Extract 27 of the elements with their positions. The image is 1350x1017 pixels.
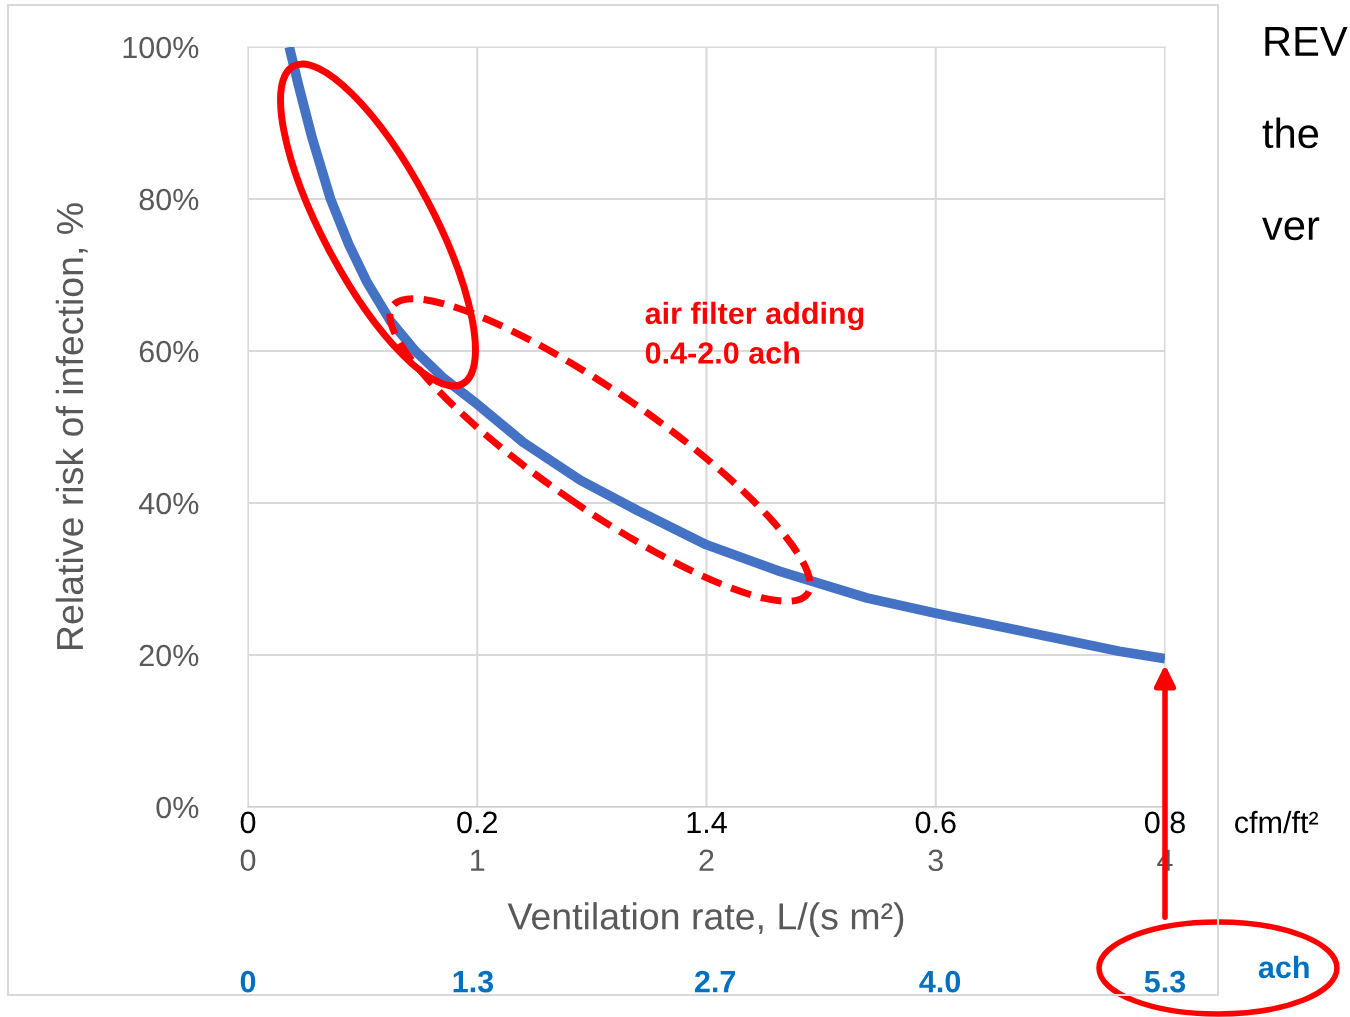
y-tick-label: 40%	[138, 492, 199, 515]
y-tick-label: 0%	[156, 796, 199, 819]
text: 0	[240, 811, 256, 834]
text: 0.2	[457, 811, 497, 834]
x2-tick-label: 2.7	[694, 970, 736, 993]
x2-tick-label: 4.0	[919, 970, 961, 993]
x-tick-label: 1	[471, 849, 485, 871]
x-tick-label: 3	[928, 849, 943, 872]
text: ver	[1262, 217, 1320, 241]
y-tick-label: 100%	[123, 36, 199, 59]
y-tick-label: 20%	[139, 644, 199, 667]
x2-axis-title: ach	[1258, 955, 1309, 979]
y-tick-label: 60%	[139, 340, 199, 363]
x-tick-label: 0	[240, 849, 256, 872]
x2-tick-label: 0	[240, 970, 256, 993]
y-axis-title: Relative risk of infection, %	[55, 203, 88, 650]
x-axis-title: Ventilation rate, L/(s m²)	[507, 902, 904, 938]
x2-tick-label: 5.3	[1144, 970, 1186, 993]
text: REV	[1265, 27, 1348, 56]
text: 0.6	[915, 811, 956, 834]
text: 1.4	[687, 811, 727, 833]
x-tick-label: 2	[699, 849, 714, 871]
x2-tick-label: 1.3	[453, 970, 494, 993]
text: the	[1262, 117, 1319, 149]
annotation: air filter adding 0.4-2.0 ach	[645, 301, 864, 364]
y-tick-label: 80%	[139, 188, 199, 211]
text: cfm/ft²	[1235, 810, 1319, 834]
